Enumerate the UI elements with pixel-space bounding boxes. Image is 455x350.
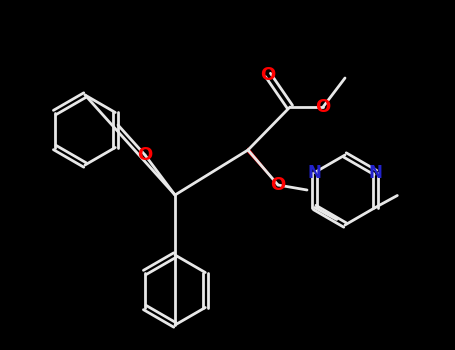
Text: O: O	[270, 176, 286, 194]
Text: N: N	[308, 163, 322, 182]
Text: O: O	[315, 98, 331, 116]
Text: O: O	[137, 146, 152, 164]
Text: N: N	[369, 163, 382, 182]
Text: O: O	[260, 66, 276, 84]
Polygon shape	[248, 148, 278, 185]
